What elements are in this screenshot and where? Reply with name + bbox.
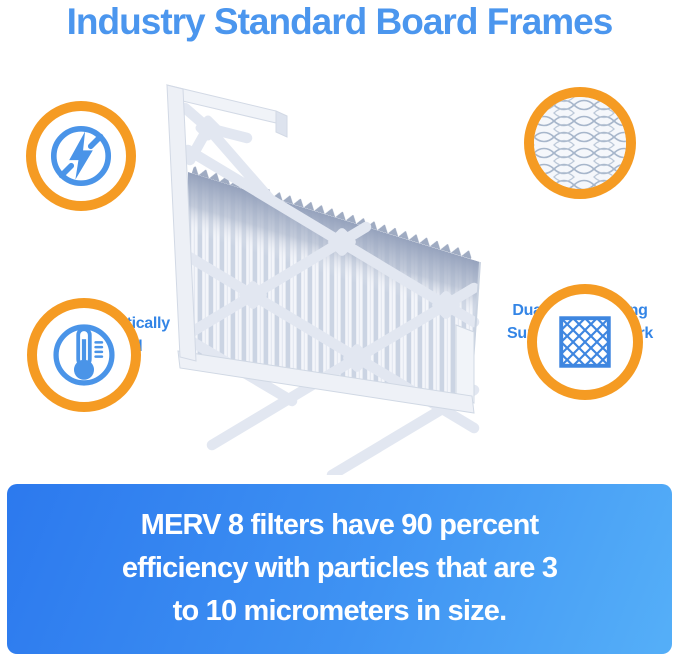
orange-ring: [26, 101, 136, 211]
banner-line: to 10 micrometers in size.: [172, 595, 508, 627]
orange-ring: [527, 284, 643, 400]
wire-mesh-photo-icon: [534, 97, 626, 189]
feature-dual-wire-backing: Dual Wire Backing Support Framework: [507, 87, 653, 342]
orange-ring: [524, 87, 636, 199]
feature-industrial-construction: Industrial Construction: [527, 284, 643, 400]
page-title: Industry Standard Board Frames: [66, 1, 614, 42]
banner-line: efficiency with particles that are 3: [121, 552, 558, 584]
pleated-media: [182, 172, 480, 406]
lattice-nodes: [195, 115, 460, 372]
frame-left-board: [166, 84, 197, 362]
frame-top-board-lip: [275, 110, 288, 138]
orange-ring: [27, 298, 141, 412]
air-filter-product-photo: [166, 84, 481, 475]
lightning-bolt-icon: [50, 125, 112, 187]
frame-bottom-board: [177, 350, 475, 414]
mesh-grid-icon: [559, 316, 611, 368]
frame-right-lip: [455, 324, 475, 404]
feature-electrostatically-charged: Electrostatically Charged: [26, 101, 170, 355]
feature-heat-resistant: Heat Resistant (200° F): [27, 298, 141, 412]
banner-line: MERV 8 filters have 90 percent: [140, 509, 540, 541]
thermometer-icon: [53, 324, 115, 386]
banner: MERV 8 filters have 90 percent efficienc…: [7, 484, 672, 654]
